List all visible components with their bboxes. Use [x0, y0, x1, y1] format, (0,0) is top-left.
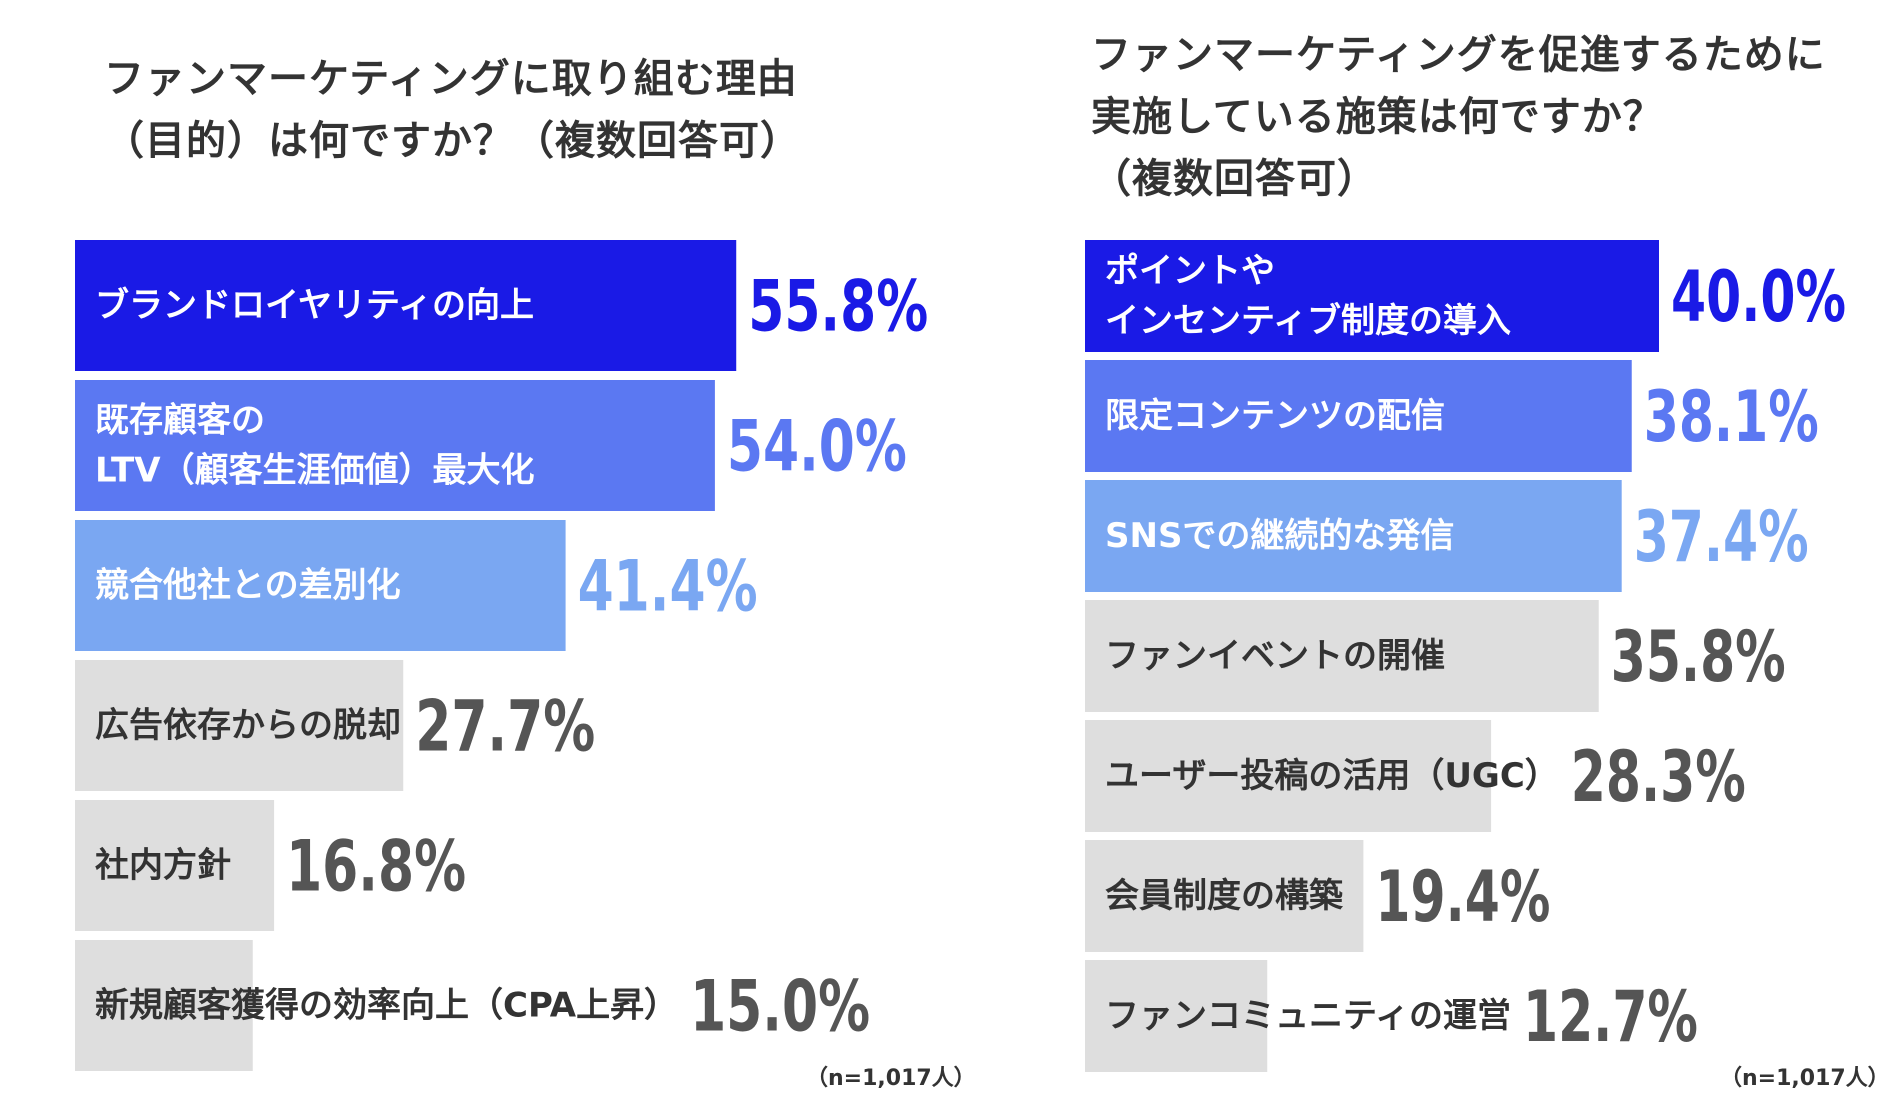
category-label: ブランドロイヤリティの向上	[95, 286, 534, 326]
bar-chart: ブランドロイヤリティの向上 55.8% 既存顧客の LTV（顧客生涯価値）最大化 54.…	[75, 240, 928, 1071]
value-label: 35.8%	[1611, 616, 1786, 698]
category-label: 限定コンテンツの配信	[1105, 396, 1445, 436]
bar	[75, 380, 715, 511]
value-label: 28.3%	[1571, 736, 1746, 818]
category-label: ファンイベントの開催	[1105, 636, 1445, 676]
chart-title: ファンマーケティングに取り組む理由 （目的）は何ですか？（複数回答可）	[104, 56, 801, 164]
value-label: 54.0%	[727, 406, 907, 488]
bar	[75, 240, 737, 371]
value-label: 41.4%	[578, 546, 758, 628]
category-label: 社内方針	[95, 846, 231, 886]
bar	[1085, 480, 1622, 592]
category-label: 競合他社との差別化	[95, 566, 401, 606]
bar-group: 限定コンテンツの配信 38.1%	[1085, 360, 1819, 472]
bar	[1085, 960, 1268, 1072]
bar-group: 新規顧客獲得の効率向上（CPA上昇） 15.0%	[75, 940, 870, 1071]
value-label: 55.8%	[748, 266, 928, 348]
bar-group: 既存顧客の LTV（顧客生涯価値）最大化 54.0%	[75, 380, 907, 511]
bar	[1085, 600, 1599, 712]
category-label: ユーザー投稿の活用（UGC）	[1105, 756, 1559, 796]
bar-group: ポイントやインセンティブ制度の導入 40.0%	[1085, 240, 1846, 352]
bar	[75, 660, 404, 791]
bar-group: ファンイベントの開催 35.8%	[1085, 600, 1786, 712]
bar	[1085, 360, 1632, 472]
bar-group: ユーザー投稿の活用（UGC） 28.3%	[1085, 720, 1746, 832]
bar-group: 会員制度の構築 19.4%	[1085, 840, 1550, 952]
bar-group: SNSでの継続的な発信 37.4%	[1085, 480, 1809, 592]
value-label: 37.4%	[1634, 496, 1809, 578]
left-chart-panel: ファンマーケティングに取り組む理由 （目的）は何ですか？（複数回答可） ブランド…	[75, 56, 976, 1091]
value-label: 12.7%	[1523, 976, 1698, 1058]
bar-group: 競合他社との差別化 41.4%	[75, 520, 758, 651]
chart-title: ファンマーケティングを促進するために 実施している施策は何ですか？ （複数回答可…	[1091, 32, 1826, 202]
category-label: 会員制度の構築	[1105, 876, 1344, 916]
bar-chart: ポイントやインセンティブ制度の導入 40.0% 限定コンテンツの配信 38.1% SNS…	[1085, 240, 1846, 1072]
bar	[75, 520, 566, 651]
value-label: 27.7%	[415, 686, 595, 768]
category-label: 既存顧客の LTV（顧客生涯価値）最大化	[95, 401, 535, 491]
category-label: 新規顧客獲得の効率向上（CPA上昇）	[95, 986, 678, 1026]
bar	[1085, 720, 1492, 832]
value-label: 19.4%	[1375, 856, 1550, 938]
value-label: 38.1%	[1644, 376, 1819, 458]
bar	[75, 800, 275, 931]
sample-size-note: （n=1,017人）	[806, 1066, 976, 1091]
category-label: ポイントやインセンティブ制度の導入	[1105, 251, 1511, 341]
bar-group: 社内方針 16.8%	[75, 800, 466, 931]
bar	[1085, 840, 1364, 952]
bar	[75, 940, 253, 1071]
value-label: 16.8%	[286, 826, 466, 908]
value-label: 40.0%	[1671, 256, 1846, 338]
category-label: ファンコミュニティの運営	[1105, 996, 1511, 1036]
category-label: 広告依存からの脱却	[95, 706, 401, 746]
bar-group: ファンコミュニティの運営 12.7%	[1085, 960, 1698, 1072]
bar-group: 広告依存からの脱却 27.7%	[75, 660, 595, 791]
right-chart-panel: ファンマーケティングを促進するために 実施している施策は何ですか？ （複数回答可…	[1000, 0, 1887, 1097]
bar	[1085, 240, 1659, 352]
bar-group: ブランドロイヤリティの向上 55.8%	[75, 240, 928, 371]
sample-size-note: （n=1,017人）	[1720, 1066, 1887, 1091]
value-label: 15.0%	[690, 966, 870, 1048]
category-label: SNSでの継続的な発信	[1105, 516, 1454, 556]
